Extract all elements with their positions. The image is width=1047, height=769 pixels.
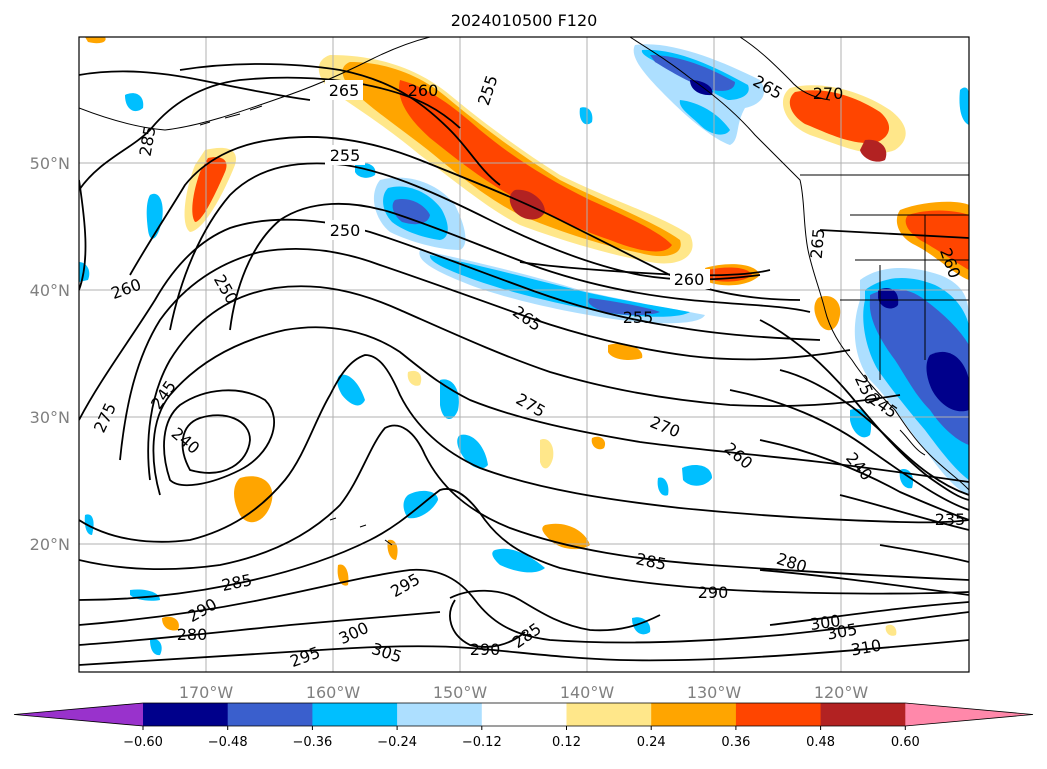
positive-shading xyxy=(885,624,897,636)
lon-label: 170°W xyxy=(179,683,234,702)
contour-label: 265 xyxy=(807,227,829,259)
positive-shading xyxy=(789,90,890,144)
colorbar-segment xyxy=(481,703,567,726)
positive-shading xyxy=(814,295,841,331)
colorbar: −0.60 −0.48 −0.36 −0.24 −0.12 0.12 0.24 0.36 0.4… xyxy=(13,702,1034,750)
negative-shading xyxy=(588,298,660,315)
contour-label: 270 xyxy=(813,84,844,103)
negative-shading xyxy=(337,374,365,406)
negative-shading xyxy=(150,639,162,656)
negative-shading xyxy=(84,514,94,535)
contour-label: 250 xyxy=(330,221,361,240)
negative-shading xyxy=(679,100,730,135)
lon-label: 120°W xyxy=(814,683,869,702)
contour-label: 290 xyxy=(470,640,501,659)
colorbar-extend-high xyxy=(905,703,1033,726)
negative-shading xyxy=(633,44,765,145)
positive-shading xyxy=(162,616,179,631)
colorbar-segment xyxy=(143,703,229,726)
negative-shading xyxy=(959,87,969,125)
negative-shading xyxy=(429,255,690,317)
negative-shading xyxy=(878,288,899,309)
negative-shading xyxy=(690,80,713,96)
lon-label: 140°W xyxy=(560,683,615,702)
colorbar-tick-label: −0.12 xyxy=(462,735,502,750)
lon-label: 150°W xyxy=(433,683,488,702)
chart-title: 2024010500 F120 xyxy=(451,11,598,30)
negative-shading xyxy=(657,477,669,496)
colorbar-tick-label: −0.60 xyxy=(123,735,163,750)
coastlines xyxy=(79,37,969,546)
positive-shading xyxy=(591,436,606,450)
map-frame xyxy=(78,36,970,673)
contour-label: 235 xyxy=(935,510,966,529)
contour-label: 280 xyxy=(177,625,208,644)
lat-label: 40°N xyxy=(30,281,70,300)
lat-label: 30°N xyxy=(30,408,70,427)
negative-shading xyxy=(682,465,712,486)
height-contours xyxy=(79,63,969,666)
negative-shading xyxy=(850,408,872,438)
positive-shading xyxy=(234,476,273,523)
negative-shading xyxy=(355,163,376,178)
colorbar-tick-label: −0.48 xyxy=(208,735,248,750)
map-area: 265 260 255 265 270 285 255 250 260 250 … xyxy=(79,37,969,672)
colorbar-tick-label: −0.36 xyxy=(292,735,332,750)
positive-shading xyxy=(542,523,590,550)
shading-layer xyxy=(79,37,969,656)
positive-shading xyxy=(85,37,106,44)
positive-shading xyxy=(387,539,398,560)
lat-label: 50°N xyxy=(30,154,70,173)
positive-shading xyxy=(860,139,887,162)
colorbar-tick-label: 0.48 xyxy=(806,735,835,750)
colorbar-tick-label: −0.24 xyxy=(377,735,417,750)
positive-shading xyxy=(608,343,643,360)
colorbar-segment xyxy=(227,703,313,726)
colorbar-segment xyxy=(820,703,906,726)
positive-shading xyxy=(905,210,969,270)
lon-label: 160°W xyxy=(306,683,361,702)
colorbar-extend-low xyxy=(14,703,143,726)
colorbar-segment xyxy=(651,703,737,726)
contour-label: 265 xyxy=(329,81,360,100)
colorbar-tick-label: 0.36 xyxy=(721,735,750,750)
contour-label: 260 xyxy=(408,81,439,100)
positive-shading xyxy=(540,439,554,469)
colorbar-tick-label: 0.12 xyxy=(552,735,581,750)
negative-shading xyxy=(492,548,545,573)
negative-shading xyxy=(869,288,969,445)
lat-label: 20°N xyxy=(30,535,70,554)
colorbar-tick-label: 0.24 xyxy=(637,735,666,750)
colorbar-segment xyxy=(566,703,652,726)
negative-shading xyxy=(926,351,969,412)
longitude-labels: 170°W 160°W 150°W 140°W 130°W 120°W xyxy=(179,683,869,702)
negative-shading xyxy=(392,199,430,225)
colorbar-segment xyxy=(312,703,398,726)
contour-label: 300 xyxy=(809,611,842,634)
positive-shading xyxy=(407,370,422,386)
colorbar-segment xyxy=(397,703,483,726)
negative-shading xyxy=(440,379,459,420)
positive-shading xyxy=(337,564,349,586)
lon-label: 130°W xyxy=(687,683,742,702)
positive-shading xyxy=(192,157,227,222)
negative-shading xyxy=(579,107,593,125)
positive-shading xyxy=(399,80,672,252)
negative-shading xyxy=(457,434,488,469)
latitude-labels: 50°N 40°N 30°N 20°N xyxy=(30,154,70,554)
contour-label: 260 xyxy=(674,270,705,289)
colorbar-segment xyxy=(735,703,822,726)
colorbar-tick-label: 0.60 xyxy=(891,735,920,750)
negative-shading xyxy=(125,93,144,112)
contour-label: 255 xyxy=(623,308,654,327)
contour-label: 255 xyxy=(330,146,361,165)
contour-label: 290 xyxy=(698,583,729,602)
